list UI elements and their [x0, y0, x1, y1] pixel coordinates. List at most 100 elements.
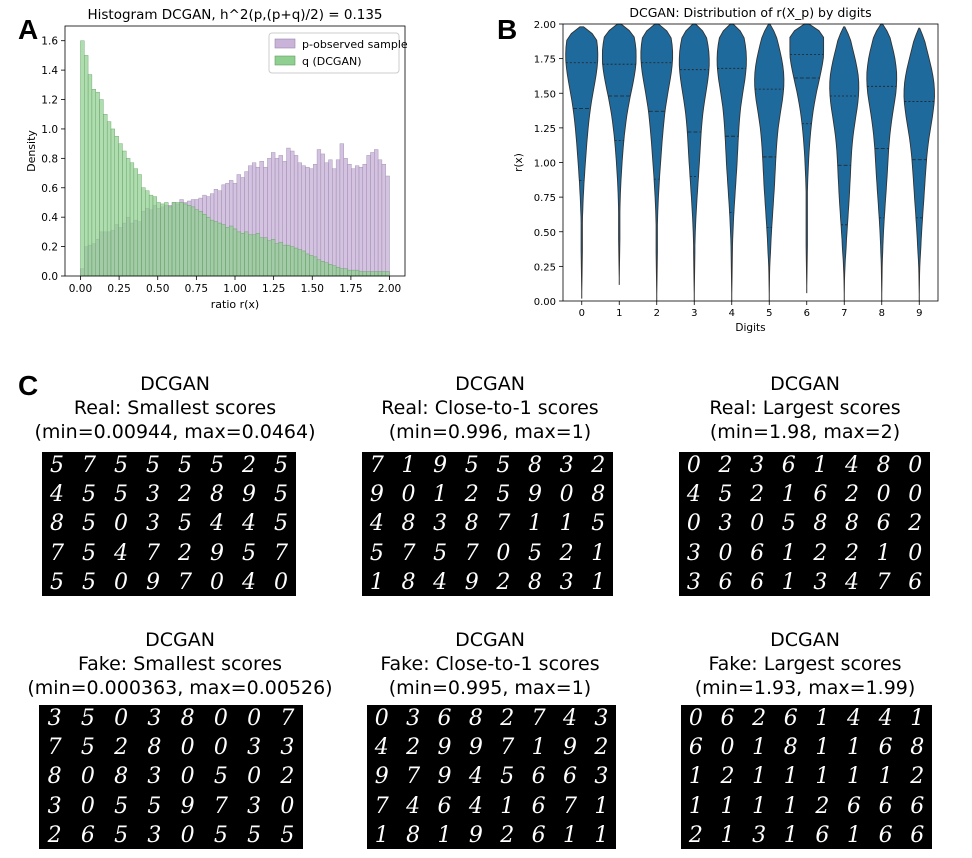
violin-x-tick-label: 7 [841, 308, 847, 319]
digit-sample: 0 [238, 763, 270, 791]
digit-sample: 0 [205, 705, 237, 733]
digit-sample: 1 [870, 763, 901, 791]
hist-bar [332, 168, 337, 277]
digit-sample: 1 [367, 821, 397, 849]
digit-sample: 7 [362, 452, 392, 480]
digit-sample: 8 [520, 452, 550, 480]
digit-sample: 8 [105, 763, 137, 791]
digit-sample: 5 [271, 821, 303, 849]
hist-bar [126, 158, 131, 277]
digit-sample: 0 [551, 481, 582, 509]
digit-sample: 6 [429, 705, 460, 733]
grid-title-line: (min=1.98, max=2) [709, 421, 901, 443]
digit-sample: 8 [837, 510, 867, 538]
hist-bar [343, 158, 348, 277]
hist-bar [381, 271, 386, 277]
digit-sample: 7 [266, 539, 296, 567]
digit-sample: 6 [805, 481, 836, 509]
digit-sample: 0 [742, 510, 772, 538]
digit-sample: 8 [868, 452, 899, 480]
digit-sample: 3 [425, 510, 455, 538]
hist-legend-label: p-observed sample [302, 38, 408, 51]
digit-sample: 0 [488, 539, 519, 567]
hist-bar [251, 234, 257, 277]
grid-title-line: Fake: Smallest scores [77, 653, 283, 675]
hist-bar [129, 162, 135, 277]
violin-y-tick-label: 0.50 [534, 228, 556, 239]
digit-sample: 2 [170, 539, 200, 567]
hist-bar [286, 244, 291, 277]
digit-sample: 1 [362, 568, 392, 596]
digit-sample: 5 [266, 510, 296, 538]
grid-title-real-close: DCGAN Real: Close-to-1 scores (min=0.996, … [335, 372, 645, 444]
digit-sample: 1 [551, 510, 582, 538]
violin-x-tick-label: 6 [804, 308, 810, 319]
hist-legend-label: q (DCGAN) [302, 55, 362, 68]
digit-sample: 6 [710, 568, 741, 596]
digit-sample: 3 [238, 734, 270, 762]
digit-sample: 0 [106, 510, 136, 538]
hist-legend-swatch [274, 55, 296, 66]
violin-body [789, 23, 825, 294]
hist-x-label: ratio r(x) [211, 298, 259, 311]
hist-bar [374, 149, 379, 277]
violin-y-tick-label: 1.25 [534, 124, 556, 135]
digit-sample: 9 [172, 792, 204, 820]
digit-sample: 1 [807, 763, 838, 791]
violin-x-tick-label: 3 [691, 308, 697, 319]
grid-title-fake-largest: DCGAN Fake: Largest scores (min=1.93, max=… [650, 628, 960, 700]
digit-sample: 6 [523, 763, 554, 791]
violin-x-tick-label: 4 [729, 308, 735, 319]
digit-sample: 8 [902, 734, 932, 762]
digit-sample: 1 [807, 734, 838, 762]
hist-bar [271, 239, 276, 277]
hist-bar [351, 269, 356, 277]
digit-sample: 5 [238, 821, 270, 849]
hist-bar [122, 150, 127, 277]
violin-body [754, 23, 785, 302]
hist-bar [91, 89, 96, 277]
digit-sample: 2 [807, 792, 838, 820]
digit-sample: 0 [172, 763, 204, 791]
digit-sample: 7 [42, 539, 72, 567]
hist-bar [355, 269, 360, 277]
hist-bar [293, 247, 299, 277]
digit-sample: 1 [839, 734, 869, 762]
digit-sample: 4 [555, 705, 585, 733]
hist-bar [213, 221, 219, 277]
digit-sample: 3 [39, 792, 71, 820]
digit-sample: 4 [234, 568, 264, 596]
hist-bar [316, 149, 322, 277]
digit-sample: 2 [902, 763, 932, 791]
digit-sample: 8 [39, 763, 71, 791]
digit-sample: 8 [393, 568, 424, 596]
digit-sample: 7 [555, 792, 585, 820]
digit-sample: 1 [805, 452, 836, 480]
digit-sample: 6 [681, 734, 711, 762]
grid-title-line: DCGAN [140, 373, 210, 395]
digit-sample: 1 [681, 763, 711, 791]
digit-sample: 5 [170, 510, 200, 538]
digit-sample: 8 [202, 481, 232, 509]
digit-sample: 0 [202, 568, 232, 596]
digit-sample: 2 [837, 481, 867, 509]
grid-title-line: DCGAN [455, 373, 525, 395]
digit-sample: 2 [837, 539, 867, 567]
hist-bar [137, 174, 142, 277]
violin-chart: DCGAN: Distribution of r(X_p) by digits 0… [513, 5, 939, 334]
hist-bar [309, 255, 314, 277]
violin-x-tick-label: 1 [616, 308, 622, 319]
digit-sample: 8 [775, 734, 806, 762]
violin-y-tick-label: 1.75 [534, 55, 556, 66]
violin-y-tick-label: 0.00 [534, 297, 556, 308]
violin-body [678, 23, 710, 302]
digit-sample: 8 [393, 510, 424, 538]
digit-sample: 1 [773, 568, 804, 596]
hist-bar [259, 237, 264, 277]
digit-sample: 7 [398, 763, 428, 791]
digit-sample: 9 [456, 568, 487, 596]
digit-sample: 4 [42, 481, 72, 509]
digit-sample: 5 [74, 481, 104, 509]
digit-sample: 4 [202, 510, 232, 538]
